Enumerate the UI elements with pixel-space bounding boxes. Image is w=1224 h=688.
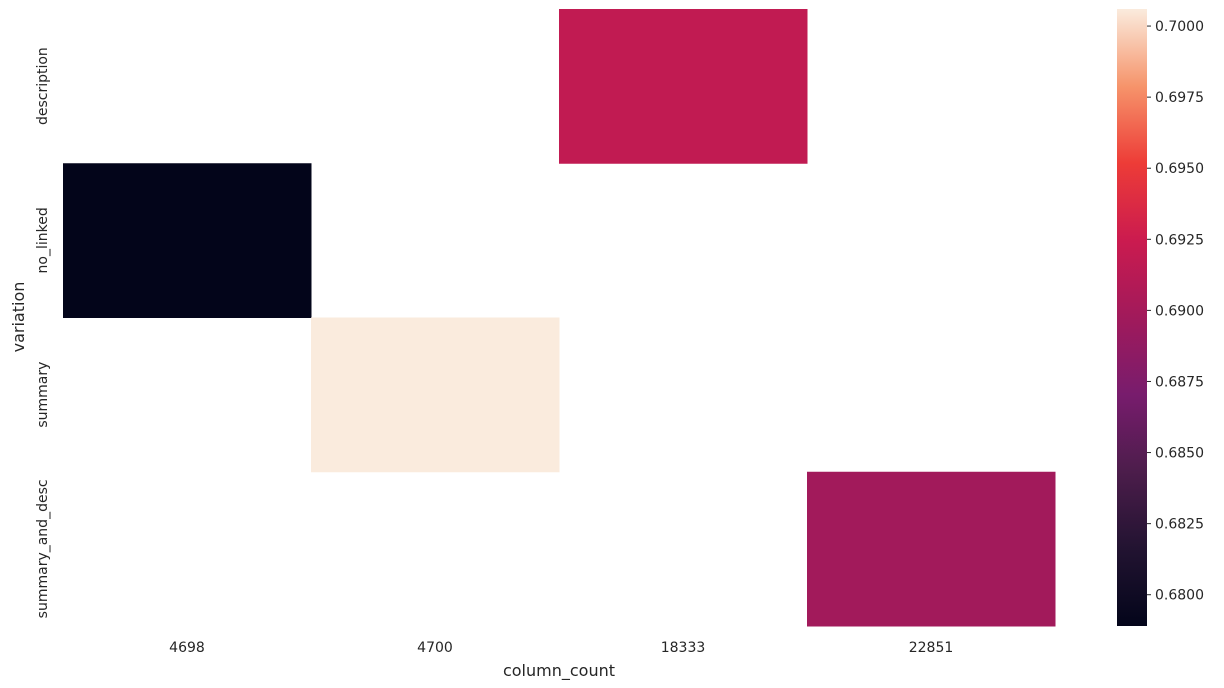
colorbar-tick-label: 0.6900: [1155, 303, 1204, 319]
colorbar-tick-label: 0.6975: [1155, 90, 1204, 106]
heatmap-plot-area: [63, 9, 1056, 627]
colorbar-tick-label: 0.6800: [1155, 588, 1204, 604]
y-tick-label: summary_and_desc: [35, 479, 51, 618]
y-tick-label: no_linked: [35, 207, 51, 273]
colorbar-tick-label: 0.6925: [1155, 232, 1204, 248]
colorbar: [1117, 9, 1147, 626]
colorbar-tick-label: 0.6825: [1155, 517, 1204, 533]
x-axis-label: column_count: [503, 661, 615, 681]
heatmap-cell: [63, 163, 312, 318]
colorbar-tick-label: 0.7000: [1155, 19, 1204, 35]
x-axis-ticks: 4698 4700 18333 22851: [169, 640, 953, 656]
heatmap-cell: [559, 9, 808, 164]
y-axis-label: variation: [9, 282, 28, 353]
y-tick-label: description: [35, 47, 51, 125]
heatmap-cell: [311, 317, 560, 473]
x-tick-label: 18333: [661, 640, 706, 656]
heatmap-cell: [807, 471, 1056, 627]
colorbar-tick-label: 0.6875: [1155, 374, 1204, 390]
x-tick-label: 4700: [417, 640, 453, 656]
y-tick-label: summary: [35, 362, 51, 428]
colorbar-ticks: 0.6800 0.6825 0.6850 0.6875 0.6900 0.6925 0.69…: [1147, 19, 1204, 604]
x-tick-label: 4698: [169, 640, 205, 656]
x-tick-label: 22851: [909, 640, 954, 656]
colorbar-tick-label: 0.6950: [1155, 161, 1204, 177]
colorbar-tick-label: 0.6850: [1155, 446, 1204, 462]
